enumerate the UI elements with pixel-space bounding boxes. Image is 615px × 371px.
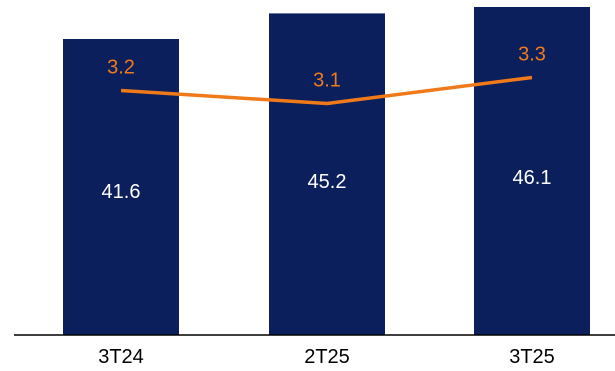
line-series: 3.2 3.1 3.3: [107, 44, 546, 106]
line-path: [120, 75, 533, 106]
x-tick-label: 2T25: [304, 346, 350, 368]
line-value-label: 3.1: [313, 70, 341, 92]
bar-3T24: [63, 39, 179, 335]
line-value-label: 3.2: [107, 57, 135, 79]
x-tick-label: 3T25: [509, 346, 555, 368]
bar-series: 41.6 45.2 46.1: [63, 7, 590, 335]
bar-value-label: 45.2: [308, 171, 347, 193]
bar-value-label: 46.1: [513, 167, 552, 189]
x-axis-tick-labels: 3T24 2T25 3T25: [98, 346, 555, 368]
line-value-label: 3.3: [518, 44, 546, 66]
x-tick-label: 3T24: [98, 346, 144, 368]
bar-2T25: [269, 13, 385, 335]
bar-value-label: 41.6: [102, 181, 141, 203]
bar-3T25: [474, 7, 590, 335]
